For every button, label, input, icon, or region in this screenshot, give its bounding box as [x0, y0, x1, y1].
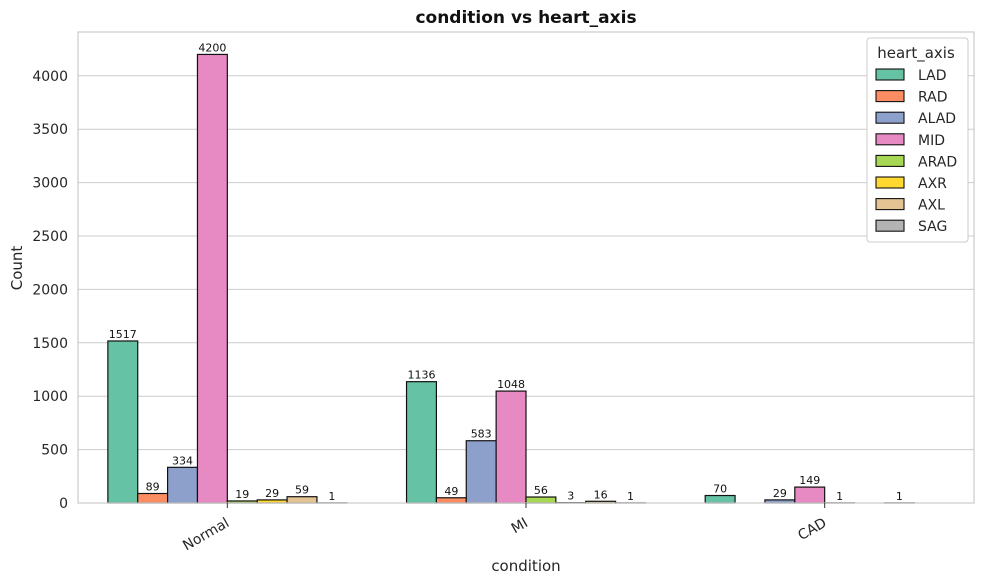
chart-title: condition vs heart_axis	[415, 8, 636, 28]
x-tick-label: CAD	[795, 515, 829, 544]
data-label: 29	[265, 487, 279, 500]
bar-lad-normal	[107, 340, 139, 504]
bar-rad-mi	[435, 497, 467, 504]
bars	[107, 53, 915, 504]
y-tick-label: 3000	[32, 176, 68, 192]
bar-axl-normal	[286, 496, 318, 504]
legend-swatch-rad	[875, 90, 905, 103]
bar-lad-mi	[405, 381, 437, 504]
bar-lad-cad	[704, 494, 736, 504]
data-label: 56	[534, 484, 548, 497]
legend-title: heart_axis	[877, 44, 955, 63]
y-tick-label: 2000	[32, 282, 68, 298]
y-tick-label: 4000	[32, 69, 68, 85]
data-label: 1	[896, 490, 903, 503]
x-tick-label: Normal	[180, 515, 232, 554]
legend-label-mid: MID	[918, 133, 945, 149]
y-tick-label: 1500	[32, 336, 68, 352]
x-tick-label: MI	[509, 515, 531, 537]
data-label: 1	[328, 490, 335, 503]
y-tick-label: 1000	[32, 389, 68, 405]
bar-alad-normal	[167, 466, 199, 504]
x-axis-label: condition	[491, 557, 560, 575]
data-label: 1048	[497, 378, 525, 391]
data-label: 1136	[407, 369, 435, 382]
legend-swatch-alad	[875, 111, 905, 124]
data-label: 149	[799, 474, 820, 487]
y-ticks: 0 500 1000 1500 2000 2500 3000 3500 4000	[32, 69, 68, 512]
data-label: 29	[773, 487, 787, 500]
y-tick-label: 500	[41, 443, 68, 459]
legend-label-sag: SAG	[918, 219, 947, 235]
legend-label-axr: AXR	[918, 176, 947, 192]
data-label: 19	[235, 488, 249, 501]
data-label: 1	[627, 490, 634, 503]
data-label: 1517	[109, 328, 137, 341]
data-label: 59	[295, 484, 309, 497]
legend-label-alad: ALAD	[918, 111, 956, 127]
legend-swatch-arad	[875, 154, 905, 167]
bar-mid-mi	[495, 390, 527, 504]
y-tick-label: 0	[59, 496, 68, 512]
data-label: 583	[471, 428, 492, 441]
bar-mid-cad	[794, 486, 826, 504]
legend-box	[866, 37, 969, 243]
legend-label-arad: ARAD	[918, 154, 957, 170]
bar-mid-normal	[196, 53, 228, 504]
legend-label-lad: LAD	[918, 68, 946, 84]
data-label: 4200	[198, 41, 226, 54]
bar-rad-normal	[137, 492, 169, 504]
legend-swatch-axl	[875, 198, 905, 211]
x-ticks: Normal MI CAD	[180, 503, 829, 554]
bar-alad-mi	[465, 440, 497, 504]
data-label: 89	[146, 480, 160, 493]
legend-swatch-axr	[875, 176, 905, 189]
data-label: 16	[594, 488, 608, 501]
y-tick-label: 2500	[32, 229, 68, 245]
legend-swatch-mid	[875, 133, 905, 146]
data-label: 1	[836, 490, 843, 503]
data-labels: 1517 89 334 4200 19 29 59 1 1136 49 583 1048 56 3 16 1 7…	[109, 41, 903, 502]
data-label: 3	[567, 490, 574, 503]
bar-arad-mi	[525, 496, 557, 504]
data-label: 334	[172, 454, 193, 467]
legend: heart_axis LAD RAD ALAD MID ARAD AXR AXL SAG	[866, 37, 969, 243]
y-axis-label: Count	[8, 246, 26, 291]
y-tick-label: 3500	[32, 122, 68, 138]
data-label: 49	[444, 485, 458, 498]
legend-swatch-sag	[875, 219, 905, 232]
data-label: 70	[713, 483, 727, 496]
legend-swatch-lad	[875, 68, 905, 81]
legend-label-rad: RAD	[918, 90, 948, 106]
legend-label-axl: AXL	[918, 198, 945, 214]
